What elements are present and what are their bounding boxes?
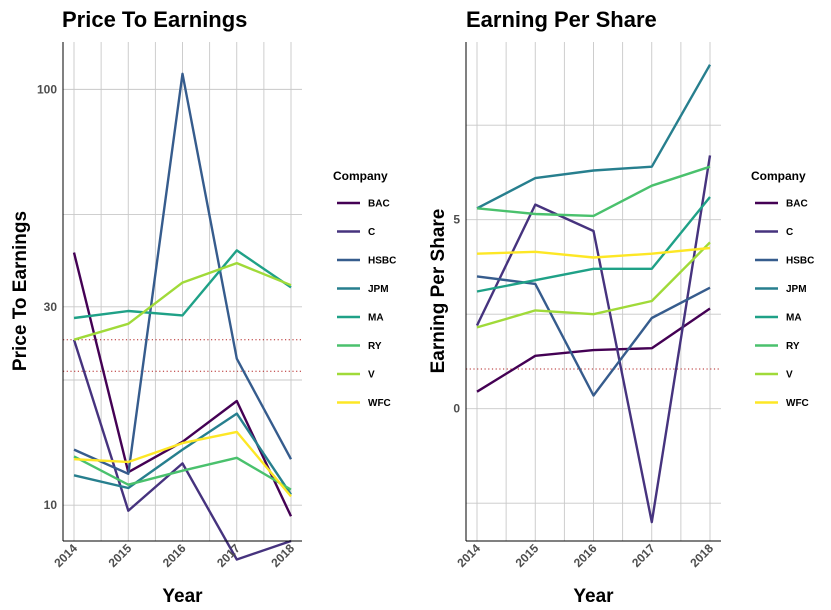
eps-chart-panel: 0 5 2014 2015 2016 2017 2018 Earning Per Share Y… <box>428 7 814 607</box>
legend-label: C <box>786 227 793 238</box>
pe-chart-panel: 10 30 100 2014 2015 2016 2017 2018 Price To Earn… <box>10 7 396 607</box>
x-tick-label: 2018 <box>687 541 716 570</box>
legend: Company BAC C HSBC JPM MA RY V WFC <box>333 169 396 409</box>
y-tick-label: 5 <box>453 213 460 227</box>
x-axis-title: Year <box>573 586 614 607</box>
series-line-hsbc <box>73 72 293 475</box>
series-line-ry <box>73 455 292 491</box>
legend-label: WFC <box>786 398 809 409</box>
series-line-hsbc <box>476 275 711 397</box>
legend-label: V <box>786 370 793 381</box>
series-line-wfc <box>73 430 292 498</box>
series-line-bac <box>476 307 711 393</box>
chart-title: Price To Earnings <box>62 7 247 32</box>
y-axis-title: Earning Per Share <box>428 209 449 374</box>
legend-label: V <box>368 370 375 381</box>
legend: Company BAC C HSBC JPM MA RY V WFC <box>751 169 814 409</box>
series-line-wfc <box>476 246 711 259</box>
legend-label: RY <box>368 341 382 352</box>
legend-label: JPM <box>368 284 389 295</box>
y-axis-title: Price To Earnings <box>10 211 31 371</box>
series-line-jpm <box>476 64 712 210</box>
y-tick-label: 30 <box>44 300 58 314</box>
series-line-v <box>73 261 292 341</box>
series-line-ma <box>73 249 292 320</box>
x-axis-title: Year <box>162 586 203 607</box>
y-tick-label: 10 <box>44 498 58 512</box>
legend-label: MA <box>368 313 384 324</box>
legend-title: Company <box>333 169 388 183</box>
x-tick-label: 2014 <box>454 541 483 570</box>
legend-label: HSBC <box>368 256 396 267</box>
legend-label: JPM <box>786 284 807 295</box>
series-line-v <box>476 241 711 329</box>
legend-label: WFC <box>368 398 391 409</box>
x-tick-label: 2015 <box>106 541 135 570</box>
legend-label: MA <box>786 313 802 324</box>
x-tick-label: 2018 <box>268 541 297 570</box>
series-line-ry <box>476 165 711 218</box>
legend-title: Company <box>751 169 806 183</box>
legend-label: C <box>368 227 375 238</box>
x-tick-label: 2015 <box>513 541 542 570</box>
y-tick-label: 100 <box>37 82 57 96</box>
series-line-jpm <box>73 412 292 496</box>
x-tick-label: 2016 <box>571 541 600 570</box>
series-line-c <box>72 339 292 561</box>
y-tick-label: 0 <box>453 402 460 416</box>
legend-label: BAC <box>786 199 808 210</box>
series-line-ma <box>476 196 711 293</box>
legend-label: RY <box>786 341 800 352</box>
legend-label: BAC <box>368 199 390 210</box>
x-tick-label: 2016 <box>160 541 189 570</box>
x-tick-label: 2017 <box>214 541 243 570</box>
legend-label: HSBC <box>786 256 814 267</box>
x-tick-label: 2017 <box>629 541 658 570</box>
chart-title: Earning Per Share <box>466 7 657 32</box>
series-line-c <box>475 155 712 524</box>
x-tick-label: 2014 <box>51 541 80 570</box>
